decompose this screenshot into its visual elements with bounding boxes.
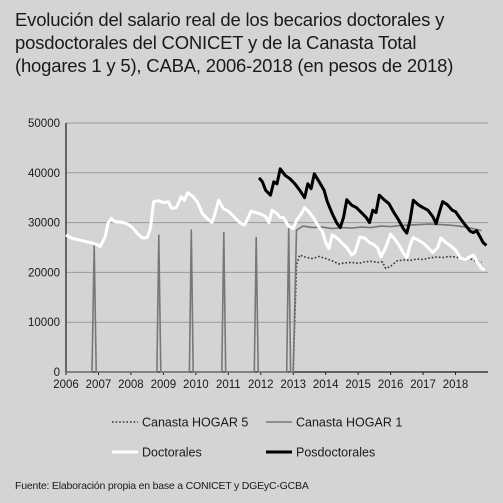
x-tick-label: 2013 [280, 379, 306, 391]
y-tick-label: 10000 [28, 317, 60, 329]
y-tick-label: 50000 [28, 118, 60, 130]
x-tick-label: 2008 [118, 379, 144, 391]
y-tick-label: 40000 [28, 168, 60, 180]
x-tick-label: 2006 [53, 379, 79, 391]
legend-label: Doctorales [142, 446, 202, 460]
series-posdoctorales-line [257, 167, 488, 247]
x-tick-label: 2018 [443, 379, 469, 391]
source-note: Fuente: Elaboración propia en base a CON… [15, 480, 309, 492]
x-tick-label: 2012 [248, 379, 274, 391]
y-tick-label: 30000 [28, 218, 60, 230]
x-tick-label: 2014 [313, 379, 339, 391]
x-tick-label: 2015 [345, 379, 371, 391]
legend-label: Canasta HOGAR 1 [296, 416, 402, 430]
series-canasta-hogar1-line [66, 223, 482, 373]
x-tick-label: 2011 [216, 379, 241, 391]
y-tick-label: 20000 [28, 267, 60, 279]
x-tick-label: 2016 [378, 379, 404, 391]
series-canasta-hogar5-line [292, 254, 482, 373]
y-tick-label: 0 [54, 367, 60, 379]
x-tick-label: 2017 [410, 379, 436, 391]
series-doctorales-line [65, 191, 486, 272]
legend-label: Posdoctorales [296, 446, 375, 460]
legend-label: Canasta HOGAR 5 [142, 416, 248, 430]
x-tick-label: 2009 [151, 379, 177, 391]
chart-title: Evolución del salario real de los becari… [15, 9, 454, 76]
x-tick-label: 2010 [183, 379, 209, 391]
x-tick-label: 2007 [86, 379, 112, 391]
